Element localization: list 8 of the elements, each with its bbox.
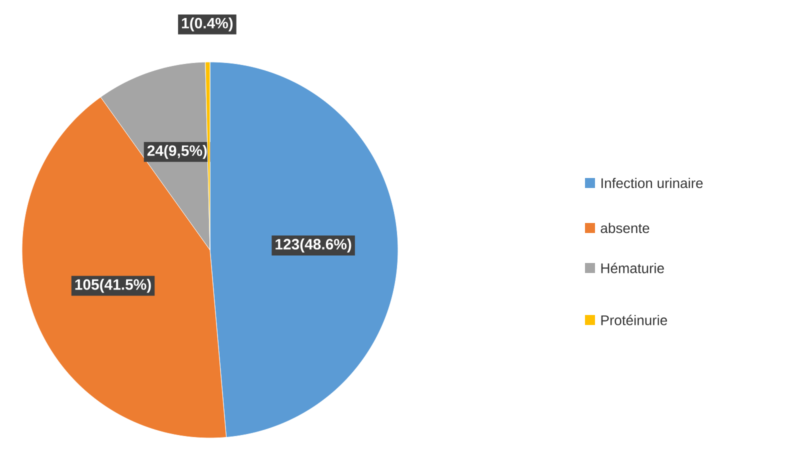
data-label: 24(9,5%) (147, 144, 207, 159)
data-label: 1(0.4%) (182, 17, 233, 32)
legend-label: Hématurie (601, 262, 664, 274)
data-label: 123(48.6%) (276, 238, 352, 252)
legend-label: absente (600, 222, 650, 234)
legend-label: Protéinurie (601, 314, 668, 326)
legend-label: Infection urinaire (601, 178, 703, 188)
data-label: 105(41.5%) (75, 278, 151, 293)
